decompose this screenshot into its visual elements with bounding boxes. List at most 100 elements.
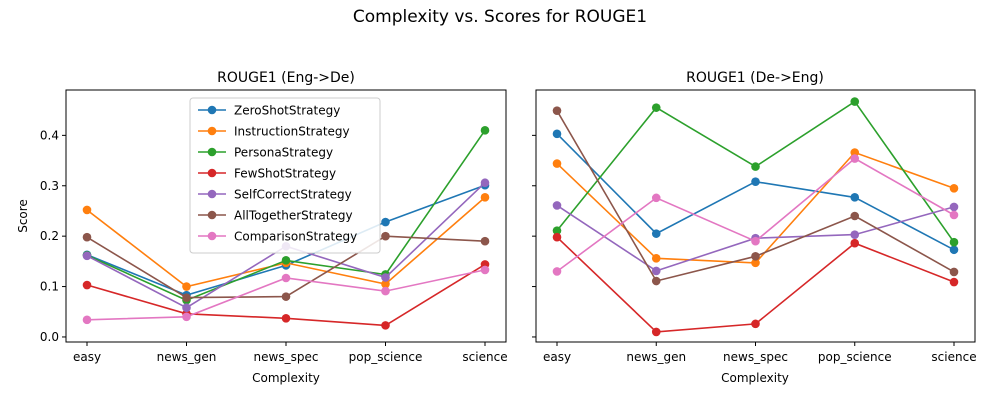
left-data-point xyxy=(480,265,490,275)
legend-item: ComparisonStrategy xyxy=(198,230,357,244)
left-data-point xyxy=(182,303,191,313)
legend-item: SelfCorrectStrategy xyxy=(198,188,352,202)
legend-marker xyxy=(207,189,217,199)
legend-item: ZeroShotStrategy xyxy=(198,104,340,118)
right-data-point xyxy=(850,230,860,239)
right-data-point xyxy=(751,319,760,329)
legend-label: AllTogetherStrategy xyxy=(234,209,353,223)
left-data-point xyxy=(82,251,92,261)
left-x-tick-label: news_gen xyxy=(157,350,217,364)
right-data-point xyxy=(949,245,959,255)
right-data-point xyxy=(651,266,661,276)
right-data-point xyxy=(751,177,760,187)
right-data-point xyxy=(651,229,661,238)
legend-marker xyxy=(207,231,217,241)
figure-suptitle: Complexity vs. Scores for ROUGE1 xyxy=(353,7,647,27)
left-y-axis-label: Score xyxy=(16,199,30,233)
left-data-point xyxy=(182,293,191,302)
right-data-point xyxy=(850,97,860,106)
legend-label: ComparisonStrategy xyxy=(234,230,357,244)
legend-item: InstructionStrategy xyxy=(198,125,350,139)
right-data-point xyxy=(552,226,562,235)
legend: ZeroShotStrategy InstructionStrategy Perso… xyxy=(189,97,381,254)
left-x-tick-label: news_spec xyxy=(254,350,319,364)
left-chart: ROUGE1 (Eng->De) Complexity Score easy ne… xyxy=(16,70,508,385)
left-data-point xyxy=(281,292,291,301)
legend-marker xyxy=(207,126,217,136)
left-data-point xyxy=(480,178,490,188)
right-data-point xyxy=(949,202,959,212)
legend-item: FewShotStrategy xyxy=(198,167,336,181)
left-x-axis-label: Complexity xyxy=(252,371,320,385)
left-y-tick-label: 0.0 xyxy=(40,330,59,344)
right-data-point xyxy=(552,267,562,276)
left-x-tick-label: pop_science xyxy=(349,350,423,364)
right-x-tick-label: easy xyxy=(543,350,571,364)
right-data-point xyxy=(651,193,661,203)
right-data-point xyxy=(552,232,562,242)
right-data-point xyxy=(651,254,661,263)
right-data-point xyxy=(850,148,860,157)
left-data-point xyxy=(381,217,390,227)
legend-marker xyxy=(207,168,217,178)
left-data-point xyxy=(480,236,490,246)
right-x-tick-label: science xyxy=(931,350,976,364)
right-data-point xyxy=(552,106,562,115)
right-x-tick-label: news_spec xyxy=(723,350,788,364)
left-data-point xyxy=(182,282,191,291)
right-data-point xyxy=(751,162,760,171)
left-plot-area: easy news_gen news_spec pop_science science 0… xyxy=(40,89,508,364)
right-data-point xyxy=(850,238,860,248)
right-data-point xyxy=(949,210,959,220)
right-plot-area: easy news_gen news_spec pop_science science xyxy=(532,89,977,364)
right-data-point xyxy=(949,183,959,193)
right-data-point xyxy=(751,252,760,261)
left-data-point xyxy=(381,231,390,241)
legend-label: ZeroShotStrategy xyxy=(234,104,340,118)
legend-box xyxy=(189,97,381,254)
left-data-point xyxy=(182,312,191,322)
right-data-point xyxy=(552,201,562,210)
left-data-point xyxy=(281,273,291,283)
right-data-point xyxy=(850,211,860,221)
left-data-point xyxy=(381,286,390,296)
legend-marker xyxy=(207,147,217,157)
left-data-point xyxy=(480,126,490,135)
legend-marker xyxy=(207,210,217,220)
legend-label: SelfCorrectStrategy xyxy=(234,188,352,202)
left-y-tick-label: 0.4 xyxy=(40,128,59,142)
left-x-tick-label: science xyxy=(462,350,507,364)
legend-marker xyxy=(207,105,217,115)
left-y-tick-label: 0.1 xyxy=(40,280,59,294)
right-x-axis-label: Complexity xyxy=(721,371,789,385)
right-data-point xyxy=(552,129,562,139)
right-data-point xyxy=(751,236,760,246)
right-data-point xyxy=(751,258,760,268)
left-data-point xyxy=(480,193,490,202)
right-data-point xyxy=(850,154,860,163)
left-data-point xyxy=(82,205,92,215)
right-data-point xyxy=(651,276,661,286)
legend-item: PersonaStrategy xyxy=(198,146,333,160)
left-data-point xyxy=(381,273,390,282)
right-data-point xyxy=(651,327,661,337)
left-chart-title: ROUGE1 (Eng->De) xyxy=(217,70,355,86)
right-data-point xyxy=(552,159,562,168)
left-x-tick-label: easy xyxy=(73,350,101,364)
left-data-point xyxy=(381,279,390,289)
left-y-tick-label: 0.2 xyxy=(40,229,59,243)
left-data-point xyxy=(82,232,92,242)
right-data-point xyxy=(949,237,959,247)
right-data-point xyxy=(651,103,661,112)
left-data-point xyxy=(82,315,92,325)
right-x-tick-label: pop_science xyxy=(818,350,892,364)
legend-label: PersonaStrategy xyxy=(234,146,333,160)
left-y-tick-label: 0.3 xyxy=(40,179,59,193)
left-data-point xyxy=(281,314,291,323)
left-data-point xyxy=(281,256,291,265)
right-data-point xyxy=(949,277,959,287)
right-chart: ROUGE1 (De->Eng) Complexity easy news_gen… xyxy=(532,70,977,385)
right-data-point xyxy=(949,267,959,277)
left-data-point xyxy=(82,280,92,290)
right-x-tick-label: news_gen xyxy=(626,350,686,364)
